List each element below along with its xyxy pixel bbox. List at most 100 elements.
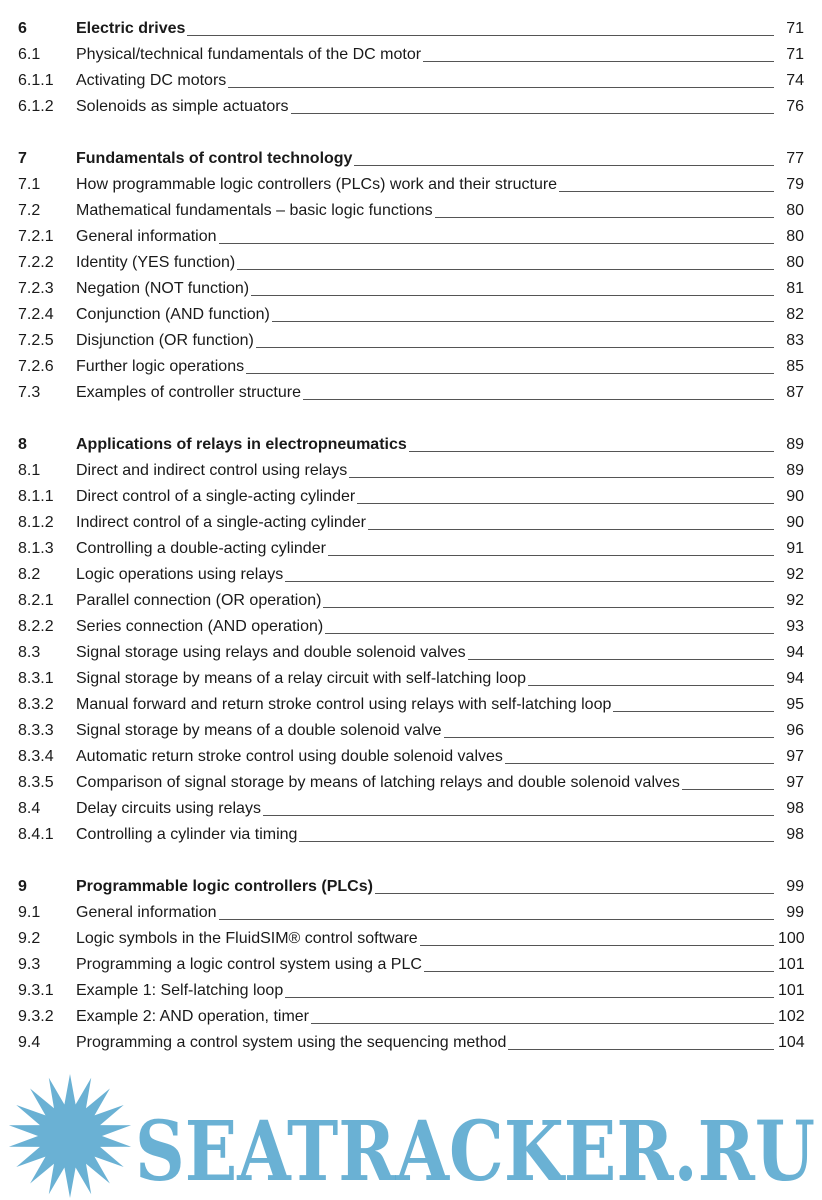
spacer [18,848,804,874]
toc-entry[interactable]: 7.2 Mathematical fundamentals – basic log… [18,198,804,224]
section-number: 8.4.1 [18,826,54,843]
toc-entry[interactable]: 8.1.1 Direct control of a single-acting c… [18,484,804,510]
section-number: 8.1.2 [18,514,54,531]
toc-chapter-entry[interactable]: 9 Programmable logic controllers (PLCs) 99 [18,874,804,900]
toc-entry[interactable]: 9.2 Logic symbols in the FluidSIM® contro… [18,926,805,952]
leader-line [323,606,774,608]
section-title: Examples of controller structure [76,384,301,401]
toc-entry[interactable]: 6.1.1 Activating DC motors 74 [18,68,804,94]
section-title: Solenoids as simple actuators [76,98,289,115]
toc-entry[interactable]: 8.2.1 Parallel connection (OR operation) 9… [18,588,804,614]
section-number: 8.3.5 [18,774,54,791]
section-number: 6.1.2 [18,98,54,115]
section-title: Further logic operations [76,358,245,375]
page-number: 93 [786,618,804,635]
section-title: Manual forward and return stroke control… [76,696,612,713]
toc-entry[interactable]: 9.3.1 Example 1: Self-latching loop 101 [18,978,805,1004]
leader-line [504,762,774,764]
section-title: Indirect control of a single-acting cyli… [76,514,366,531]
toc-entry[interactable]: 6.1.2 Solenoids as simple actuators 76 [18,94,804,120]
toc-entry[interactable]: 8.4 Delay circuits using relays 98 [18,796,804,822]
section-title: Direct control of a single-acting cylind… [76,488,356,505]
leader-line [467,658,774,660]
toc-entry[interactable]: 9.3 Programming a logic control system us… [18,952,805,978]
toc-entry[interactable]: 8.2 Logic operations using relays 92 [18,562,804,588]
toc-entry[interactable]: 7.2.4 Conjunction (AND function) 82 [18,302,804,328]
leader-line [325,632,774,634]
section-title: Programming a control system using the s… [76,1034,507,1051]
leader-line [246,372,774,374]
page-number: 83 [786,332,804,349]
toc-entry[interactable]: 7.3 Examples of controller structure 87 [18,380,804,406]
page-number: 80 [786,254,804,271]
toc-entry[interactable]: 7.2.1 General information 80 [18,224,804,250]
toc-entry[interactable]: 8.1.3 Controlling a double-acting cylinde… [18,536,804,562]
section-title: Comparison of signal storage by means of… [76,774,680,791]
page-number: 76 [786,98,804,115]
page-number: 77 [786,150,804,167]
leader-line [354,164,774,166]
section-title: General information [76,904,217,921]
toc-entry[interactable]: 9.1 General information 99 [18,900,804,926]
toc-chapter-entry[interactable]: 8 Applications of relays in electropneuma… [18,432,804,458]
section-number: 9.3.2 [18,1008,54,1025]
section-number: 9.3.1 [18,982,54,999]
section-number: 9.3 [18,956,41,973]
section-number: 7 [18,150,27,167]
section-title: Applications of relays in electropneumat… [76,436,407,453]
page-number: 100 [778,930,805,947]
page-number: 92 [786,592,804,609]
section-number: 8.2.1 [18,592,54,609]
spacer [18,120,804,146]
toc-entry[interactable]: 9.3.2 Example 2: AND operation, timer 102 [18,1004,805,1030]
page-number: 79 [786,176,804,193]
section-title: Direct and indirect control using relays [76,462,348,479]
leader-line [419,944,774,946]
toc-chapter-entry[interactable]: 6 Electric drives 71 [18,16,804,42]
toc-entry[interactable]: 8.3.1 Signal storage by means of a relay … [18,666,804,692]
toc-entry[interactable]: 7.2.2 Identity (YES function) 80 [18,250,804,276]
toc-entry[interactable]: 8.3.2 Manual forward and return stroke co… [18,692,804,718]
toc-entry[interactable]: 7.2.5 Disjunction (OR function) 83 [18,328,804,354]
section-number: 8.2.2 [18,618,54,635]
section-number: 7.2.1 [18,228,54,245]
leader-line [559,190,774,192]
toc-entry[interactable]: 7.2.6 Further logic operations 85 [18,354,804,380]
page-number: 94 [786,670,804,687]
toc-entry[interactable]: 8.2.2 Series connection (AND operation) 93 [18,614,804,640]
section-title: How programmable logic controllers (PLCs… [76,176,558,193]
toc-chapter-entry[interactable]: 7 Fundamentals of control technology 77 [18,146,804,172]
toc-entry[interactable]: 8.4.1 Controlling a cylinder via timing 98 [18,822,804,848]
leader-line [681,788,774,790]
toc-entry[interactable]: 9.4 Programming a control system using th… [18,1030,805,1056]
section-number: 7.2.2 [18,254,54,271]
page-number: 90 [786,514,804,531]
leader-line [187,34,774,36]
toc-entry[interactable]: 7.2.3 Negation (NOT function) 81 [18,276,804,302]
section-title: Signal storage by means of a relay circu… [76,670,526,687]
toc-entry[interactable]: 6.1 Physical/technical fundamentals of th… [18,42,804,68]
toc-entry[interactable]: 8.1.2 Indirect control of a single-acting… [18,510,804,536]
toc-entry[interactable]: 8.3.3 Signal storage by means of a double… [18,718,804,744]
section-title: Delay circuits using relays [76,800,261,817]
page-number: 99 [786,878,804,895]
toc-entry[interactable]: 8.1 Direct and indirect control using rel… [18,458,804,484]
leader-line [327,554,774,556]
toc-entry[interactable]: 8.3.4 Automatic return stroke control usi… [18,744,804,770]
toc-entry[interactable]: 8.3 Signal storage using relays and doubl… [18,640,804,666]
section-number: 8.2 [18,566,41,583]
section-title: Physical/technical fundamentals of the D… [76,46,422,63]
section-title: Series connection (AND operation) [76,618,324,635]
spacer [18,406,804,432]
section-number: 9 [18,878,27,895]
leader-line [218,242,774,244]
toc-entry[interactable]: 7.1 How programmable logic controllers (P… [18,172,804,198]
section-title: Programming a logic control system using… [76,956,422,973]
section-number: 8.3.2 [18,696,54,713]
page-number: 91 [786,540,804,557]
leader-line [508,1048,774,1050]
toc-entry[interactable]: 8.3.5 Comparison of signal storage by mea… [18,770,804,796]
leader-line [255,346,774,348]
page-number: 97 [786,748,804,765]
page-number: 96 [786,722,804,739]
